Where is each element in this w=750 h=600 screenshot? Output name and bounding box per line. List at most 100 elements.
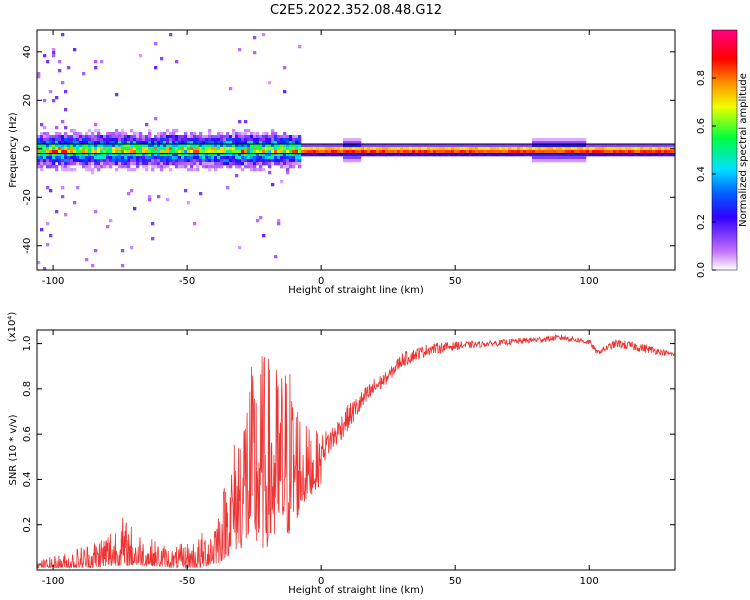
spectrogram-cell [70,129,74,133]
spectrogram-cell [58,138,62,142]
spectrogram-cell [412,144,416,148]
spectrogram-cell [157,150,161,154]
spectrogram-cell [376,144,380,148]
spectrogram-cell [130,129,134,133]
spectrogram-cell [175,135,179,139]
spectrogram-cell [187,144,191,148]
spectrogram-cell [652,153,656,157]
spectrogram-cell [82,138,86,142]
spectrogram-cell [430,150,434,154]
spectrogram-cell [640,147,644,151]
spectrogram-cell [226,153,230,157]
spectrogram-cell [223,135,227,139]
spectrogram-cell [253,159,257,163]
spectrogram-cell [223,159,227,163]
spectrogram-cell [298,144,302,148]
spectrogram-cell [202,150,206,154]
spectrogram-cell [244,153,248,157]
spectrogram-cell [253,150,257,154]
spectrogram-cell [37,165,41,169]
spectrogram-cell [88,162,92,166]
spectrogram-cell [595,150,599,154]
spectrogram-cell [559,153,563,157]
spectrogram-cell [40,228,44,232]
spectrogram-cell [43,162,47,166]
spectrogram-cell [145,123,149,127]
spectrogram-cell [439,144,443,148]
spectrogram-cell [277,222,281,226]
spectrogram-cell [553,147,557,151]
spectrogram-cell [400,153,404,157]
spectrogram-cell [85,162,89,166]
spectrogram-cell [565,147,569,151]
spectrogram-cell [433,150,437,154]
spectrogram-cell [400,147,404,151]
spectrogram-cell [535,141,539,145]
spectrogram-cell [418,150,422,154]
spectrogram-cell [661,153,665,157]
spectrogram-cell [289,156,293,160]
spectrogram-cell [298,162,302,166]
spectrogram-cell [259,165,263,169]
spectrogram-cell [442,144,446,148]
spectrogram-cell [52,135,56,139]
spectrogram-cell [550,141,554,145]
spectrogram-cell [202,153,206,157]
spectrogram-cell [217,153,221,157]
spectrogram-cell [211,147,215,151]
spectrogram-cell [175,129,179,133]
spectrogram-cell [439,153,443,157]
spectrogram-cell [190,138,194,142]
spectrogram-cell [109,159,113,163]
spectrogram-cell [331,150,335,154]
spectrogram-cell [220,144,224,148]
snr-y-label: SNR (10 * v/v) [8,414,19,485]
spectrogram-cell [256,138,260,142]
spectrogram-cell [379,147,383,151]
spectrogram-cell [247,153,251,157]
spectrogram-cell [586,153,590,157]
spectrogram-cell [553,156,557,160]
spectrogram-cell [85,156,89,160]
spectrogram-cell [514,144,518,148]
spectrogram-cell [247,150,251,154]
spectrogram-cell [94,138,98,142]
spectrogram-cell [64,153,68,157]
spectrogram-cell [583,147,587,151]
spectrogram-cell [652,144,656,148]
spectrogram-cell [226,147,230,151]
spectrogram-cell [310,153,314,157]
spectrogram-cell [166,162,170,166]
spectrogram-cell [289,144,293,148]
spectrogram-cell [271,147,275,151]
spectrogram-cell [529,144,533,148]
spectrogram-cell [478,153,482,157]
spectrogram-cell [283,159,287,163]
spectrogram-cell [136,141,140,145]
spectrogram-cell [187,138,191,142]
spectrogram-cell [151,222,155,226]
y-tick-label: 0.8 [22,381,33,397]
spectrogram-cell [340,147,344,151]
spectrogram-cell [205,165,209,169]
spectrogram-cell [64,150,68,154]
spectrogram-cell [409,150,413,154]
spectrogram-cell [202,138,206,142]
spectrogram-cell [490,150,494,154]
spectrogram-cell [136,147,140,151]
spectrogram-cell [274,162,278,166]
spectrogram-cell [664,144,668,148]
spectrogram-cell [514,153,518,157]
spectrogram-cell [370,153,374,157]
spectrogram-cell [37,138,41,142]
spectrogram-cell [490,144,494,148]
spectrogram-cell [643,144,647,148]
spectrogram-cell [130,135,134,139]
spectrogram-cell [181,147,185,151]
spectrogram-cell [286,171,290,175]
spectrogram-cell [268,165,272,169]
spectrogram-cell [538,138,542,142]
spectrogram-cell [58,144,62,148]
spectrogram-cell [97,135,101,139]
spectrogram-cell [523,150,527,154]
